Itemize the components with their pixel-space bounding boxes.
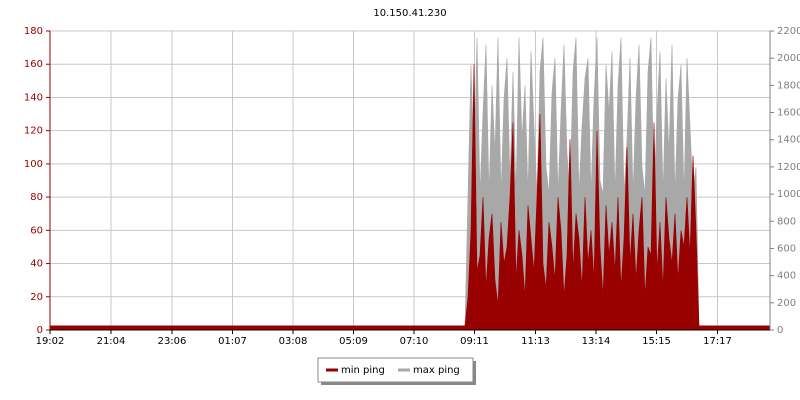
legend-label: min ping — [341, 365, 385, 376]
y-tick-label: 60 — [30, 225, 43, 236]
y-tick-label: 0 — [37, 325, 43, 336]
legend-box — [317, 357, 474, 383]
y2-tick-label: 400 — [777, 271, 796, 282]
y2-tick-label: 1400 — [777, 135, 800, 146]
chart-title: 10.150.41.230 — [373, 8, 446, 19]
y2-tick-label: 1000 — [777, 189, 800, 200]
y2-tick-label: 1600 — [777, 108, 800, 119]
legend-label: max ping — [413, 365, 460, 376]
x-tick-label: 05:09 — [339, 336, 368, 347]
x-tick-label: 09:11 — [460, 336, 489, 347]
x-tick-label: 11:13 — [521, 336, 550, 347]
x-tick-label: 03:08 — [279, 336, 308, 347]
y-tick-label: 180 — [24, 26, 43, 37]
y-tick-label: 20 — [30, 292, 43, 303]
y-tick-label: 120 — [24, 126, 43, 137]
y-tick-label: 80 — [30, 192, 43, 203]
y2-tick-label: 2000 — [777, 53, 800, 64]
x-tick-label: 13:14 — [582, 336, 611, 347]
x-tick-label: 07:10 — [400, 336, 429, 347]
y2-tick-label: 1800 — [777, 80, 800, 91]
y2-tick-label: 200 — [777, 298, 796, 309]
y-tick-label: 160 — [24, 59, 43, 70]
y2-tick-label: 600 — [777, 243, 796, 254]
x-tick-label: 21:04 — [97, 336, 126, 347]
y-tick-label: 100 — [24, 159, 43, 170]
x-tick-label: 17:17 — [703, 336, 732, 347]
y-tick-label: 140 — [24, 92, 43, 103]
x-tick-label: 15:15 — [642, 336, 671, 347]
y2-tick-label: 800 — [777, 216, 796, 227]
y2-tick-label: 2200 — [777, 26, 800, 37]
x-tick-label: 01:07 — [218, 336, 247, 347]
y-tick-label: 40 — [30, 259, 43, 270]
y2-tick-label: 0 — [777, 325, 783, 336]
x-tick-label: 23:06 — [158, 336, 187, 347]
area — [49, 64, 771, 331]
x-tick-label: 19:02 — [36, 336, 65, 347]
y2-tick-label: 1200 — [777, 162, 800, 173]
